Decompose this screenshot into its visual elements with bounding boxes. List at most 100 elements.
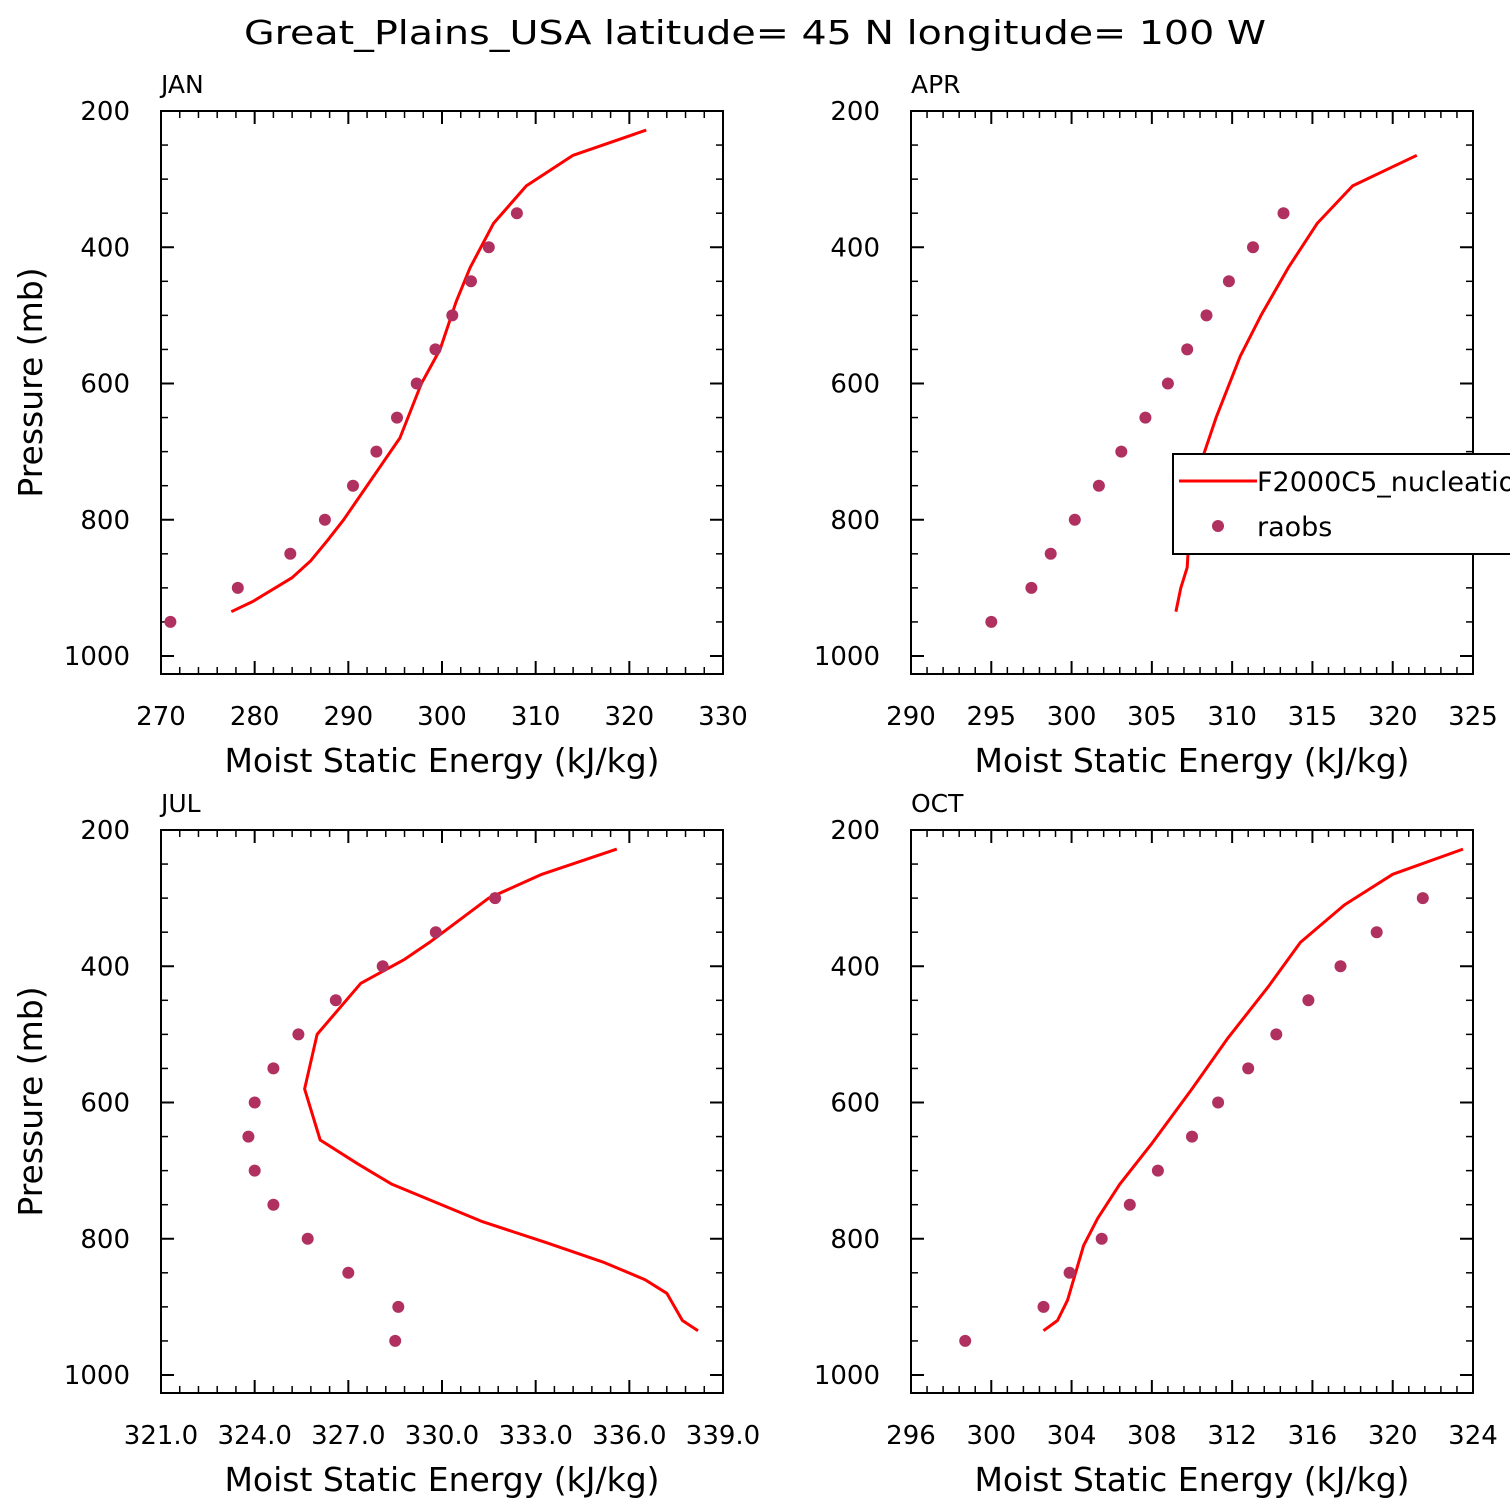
raobs-point — [248, 1096, 261, 1109]
x-axis-label: Moist Static Energy (kJ/kg) — [224, 741, 659, 780]
raobs-point — [1334, 960, 1347, 973]
x-tick-label: 300 — [417, 702, 467, 732]
raobs-point — [1151, 1164, 1164, 1177]
panel-title: JAN — [159, 70, 204, 99]
x-tick-label: 290 — [324, 702, 374, 732]
x-tick-label: 310 — [511, 702, 561, 732]
raobs-point — [342, 1266, 355, 1279]
plot-frame — [910, 110, 1474, 675]
y-tick-label: 200 — [80, 97, 130, 127]
x-tick-label: 305 — [1127, 702, 1177, 732]
raobs-point — [231, 581, 244, 594]
x-tick-label: 327.0 — [311, 1421, 385, 1451]
x-tick-label: 300 — [1047, 702, 1097, 732]
legend-marker-swatch — [1212, 520, 1224, 532]
y-tick-label: 600 — [80, 1089, 130, 1119]
x-tick-label: 320 — [605, 702, 655, 732]
y-tick-label: 800 — [830, 1225, 880, 1255]
raobs-point — [1063, 1266, 1076, 1279]
raobs-point — [1044, 547, 1057, 560]
model-line — [303, 847, 699, 1332]
y-tick-label: 1000 — [814, 1361, 880, 1391]
panel-oct: 296 300 304 308 312 316 320 324 200 400 600 800 1000… — [814, 789, 1498, 1499]
raobs-point — [389, 1334, 402, 1347]
raobs-point — [1095, 1232, 1108, 1245]
raobs-point — [1186, 1130, 1198, 1143]
raobs-point — [1068, 513, 1081, 526]
raobs-point — [1222, 275, 1235, 288]
raobs-point — [429, 926, 442, 939]
raobs-point — [370, 445, 383, 458]
x-tick-label: 308 — [1127, 1421, 1177, 1451]
model-line — [230, 128, 647, 614]
raobs-point — [347, 479, 359, 492]
y-tick-label: 200 — [830, 816, 880, 846]
legend-entry-model: F2000C5_nucleation — [1257, 467, 1510, 498]
raobs-point — [1277, 207, 1290, 220]
y-tick-label: 800 — [80, 506, 130, 536]
raobs-point — [164, 615, 177, 628]
y-tick-label: 600 — [830, 1089, 880, 1119]
x-tick-label: 324 — [1448, 1421, 1498, 1451]
raobs-point — [284, 547, 297, 560]
x-tick-label: 324.0 — [217, 1421, 291, 1451]
raobs-point — [959, 1334, 972, 1347]
plot-area — [985, 153, 1418, 628]
raobs-point — [1181, 343, 1194, 356]
model-line — [1174, 153, 1418, 613]
raobs-point — [1139, 411, 1152, 424]
raobs-point — [1200, 309, 1213, 322]
raobs-point — [1037, 1300, 1050, 1313]
raobs-point — [1416, 892, 1429, 905]
x-axis-label: Moist Static Energy (kJ/kg) — [224, 1460, 659, 1499]
x-axis-label: Moist Static Energy (kJ/kg) — [974, 1460, 1409, 1499]
x-tick-label: 330 — [698, 702, 748, 732]
raobs-point — [1212, 1096, 1225, 1109]
figure-title: Great_Plains_USA latitude= 45 N longitud… — [244, 13, 1266, 52]
y-tick-label: 800 — [830, 506, 880, 536]
y-tick-label: 400 — [830, 952, 880, 982]
raobs-point — [429, 343, 442, 356]
x-tick-label: 304 — [1047, 1421, 1097, 1451]
y-tick-label: 1000 — [814, 642, 880, 672]
x-tick-label: 320 — [1368, 702, 1418, 732]
panel-jan: 270 280 290 300 310 320 330 200 400 600 800 1000 JAN… — [11, 70, 748, 780]
plot-frame — [160, 829, 724, 1394]
x-tick-label: 312 — [1207, 1421, 1257, 1451]
raobs-point — [446, 309, 459, 322]
plot-area — [164, 128, 647, 628]
raobs-point — [392, 1300, 405, 1313]
raobs-point — [1115, 445, 1128, 458]
raobs-point — [248, 1164, 261, 1177]
x-tick-label: 330.0 — [405, 1421, 479, 1451]
raobs-point — [1247, 241, 1259, 254]
raobs-point — [318, 513, 331, 526]
panel-title: APR — [911, 70, 961, 99]
raobs-point — [391, 411, 403, 424]
y-tick-label: 800 — [80, 1225, 130, 1255]
raobs-point — [242, 1130, 255, 1143]
raobs-point — [410, 377, 423, 390]
raobs-point — [267, 1198, 280, 1211]
raobs-point — [1123, 1198, 1136, 1211]
raobs-point — [292, 1028, 305, 1041]
legend-box — [1172, 453, 1510, 555]
raobs-point — [1370, 926, 1383, 939]
raobs-point — [985, 615, 998, 628]
y-axis-label: Pressure (mb) — [11, 986, 50, 1216]
plot-frame — [910, 829, 1474, 1394]
x-tick-label: 336.0 — [592, 1421, 666, 1451]
plot-frame — [160, 110, 724, 675]
plot-area — [242, 847, 699, 1347]
x-tick-label: 290 — [886, 702, 936, 732]
legend-entry-raobs: raobs — [1257, 512, 1332, 543]
x-tick-label: 310 — [1207, 702, 1257, 732]
raobs-point — [1092, 479, 1105, 492]
y-tick-label: 1000 — [64, 642, 130, 672]
y-tick-label: 600 — [80, 370, 130, 400]
panel-title: OCT — [911, 789, 964, 818]
x-tick-label: 280 — [230, 702, 280, 732]
y-tick-label: 400 — [830, 233, 880, 263]
y-tick-label: 400 — [80, 233, 130, 263]
